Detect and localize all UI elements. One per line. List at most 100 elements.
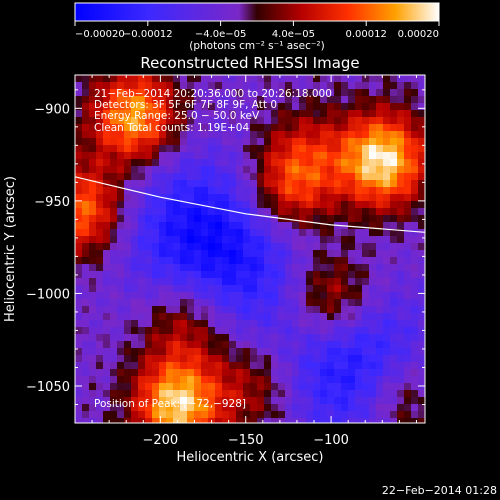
heatmap-cell: [103, 257, 111, 265]
heatmap-cell: [404, 75, 412, 83]
heatmap-cell: [103, 397, 111, 405]
heatmap-cell: [418, 355, 425, 363]
heatmap-cell: [404, 271, 412, 279]
heatmap-cell: [166, 180, 174, 188]
heatmap-cell: [355, 348, 363, 356]
heatmap-cell: [257, 131, 265, 139]
heatmap-cell: [96, 313, 104, 321]
heatmap-cell: [82, 313, 90, 321]
heatmap-cell: [341, 383, 349, 391]
heatmap-cell: [320, 418, 328, 423]
heatmap-cell: [376, 376, 384, 384]
heatmap-cell: [327, 257, 335, 265]
heatmap-cell: [383, 117, 391, 125]
heatmap-cell: [152, 75, 160, 83]
heatmap-cell: [313, 278, 321, 286]
heatmap-cell: [145, 306, 153, 314]
heatmap-cell: [222, 89, 230, 97]
heatmap-cell: [411, 285, 419, 293]
heatmap-cell: [299, 187, 307, 195]
heatmap-cell: [355, 243, 363, 251]
heatmap-cell: [264, 313, 272, 321]
heatmap-cell: [208, 348, 216, 356]
heatmap-cell: [278, 152, 286, 160]
heatmap-cell: [201, 418, 209, 423]
heatmap-cell: [110, 320, 118, 328]
heatmap-cell: [201, 124, 209, 132]
heatmap-cell: [194, 334, 202, 342]
heatmap-cell: [82, 180, 90, 188]
heatmap-cell: [278, 180, 286, 188]
heatmap-cell: [89, 222, 97, 230]
heatmap-cell: [103, 278, 111, 286]
heatmap-cell: [236, 341, 244, 349]
heatmap-cell: [348, 257, 356, 265]
heatmap-cell: [201, 201, 209, 209]
heatmap-cell: [243, 110, 251, 118]
heatmap-cell: [103, 117, 111, 125]
heatmap-cell: [397, 173, 405, 181]
heatmap-cell: [243, 96, 251, 104]
heatmap-cell: [208, 208, 216, 216]
heatmap-cell: [145, 201, 153, 209]
heatmap-cell: [292, 313, 300, 321]
heatmap-cell: [264, 180, 272, 188]
heatmap-cell: [390, 222, 398, 230]
plot-frame: [74, 74, 426, 424]
heatmap-cell: [89, 369, 97, 377]
heatmap-cell: [103, 376, 111, 384]
heatmap-cell: [110, 264, 118, 272]
heatmap-cell: [166, 229, 174, 237]
heatmap-cell: [369, 299, 377, 307]
heatmap-cell: [348, 243, 356, 251]
heatmap-cell: [264, 131, 272, 139]
heatmap-cell: [327, 362, 335, 370]
heatmap-cell: [215, 110, 223, 118]
heatmap-cell: [348, 103, 356, 111]
heatmap-cell: [131, 180, 139, 188]
heatmap-cell: [152, 201, 160, 209]
heatmap-cell: [117, 243, 125, 251]
heatmap-cell: [250, 250, 258, 258]
heatmap-cell: [411, 201, 419, 209]
heatmap-cell: [320, 103, 328, 111]
heatmap-cell: [320, 82, 328, 90]
heatmap-cell: [271, 285, 279, 293]
heatmap-cell: [306, 313, 314, 321]
heatmap-cell: [89, 320, 97, 328]
heatmap-cell: [159, 145, 167, 153]
heatmap-cell: [411, 110, 419, 118]
heatmap-cell: [397, 103, 405, 111]
heatmap-cell: [215, 278, 223, 286]
heatmap-cell: [404, 138, 412, 146]
heatmap-cell: [89, 257, 97, 265]
heatmap-cell: [418, 320, 425, 328]
heatmap-cell: [222, 243, 230, 251]
heatmap-cell: [173, 152, 181, 160]
heatmap-cell: [236, 201, 244, 209]
heatmap-cell: [96, 82, 104, 90]
heatmap-cell: [369, 362, 377, 370]
heatmap-cell: [173, 327, 181, 335]
heatmap-cell: [152, 362, 160, 370]
heatmap-cell: [215, 411, 223, 419]
heatmap-cell: [376, 404, 384, 412]
heatmap-cell: [215, 313, 223, 321]
heatmap-cell: [152, 264, 160, 272]
heatmap-cell: [117, 159, 125, 167]
heatmap-cell: [75, 348, 83, 356]
heatmap-cell: [152, 355, 160, 363]
heatmap-cell: [89, 418, 97, 423]
heatmap-cell: [180, 404, 188, 412]
heatmap-cell: [306, 201, 314, 209]
heatmap-cell: [404, 208, 412, 216]
heatmap-cell: [397, 418, 405, 423]
heatmap-cell: [271, 376, 279, 384]
heatmap-cell: [306, 278, 314, 286]
heatmap-cell: [278, 292, 286, 300]
heatmap-cell: [320, 320, 328, 328]
heatmap-cell: [257, 117, 265, 125]
heatmap-cell: [250, 89, 258, 97]
heatmap-cell: [222, 376, 230, 384]
heatmap-cell: [362, 243, 370, 251]
